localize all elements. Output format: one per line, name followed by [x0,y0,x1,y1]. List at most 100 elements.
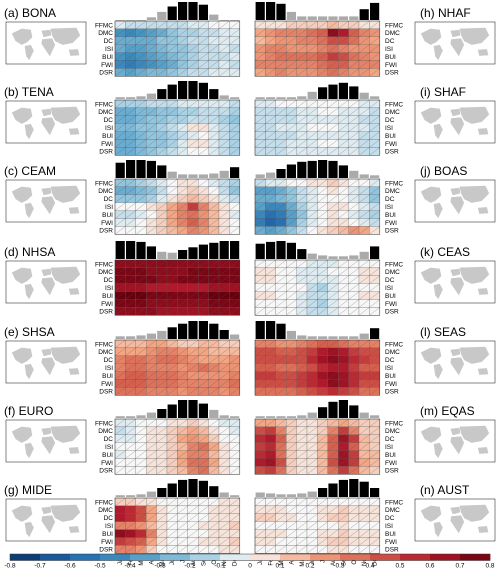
cell-hatch [348,44,360,53]
cell-hatch [265,28,276,37]
cell-hatch [286,363,297,372]
cell-hatch [265,505,276,514]
continent-shape [41,187,52,196]
cell-hatch [187,139,199,148]
season-bar [219,330,229,339]
cell-hatch [275,275,287,284]
heatmap [114,99,241,156]
cell-hatch [296,299,308,308]
cell-hatch [254,52,266,61]
season-bar [370,415,380,418]
cell-hatch [254,371,266,380]
cell-hatch [296,497,308,506]
cell-hatch [286,267,297,276]
season-bar [136,160,146,178]
cell-hatch [218,505,230,514]
cell-hatch [198,99,209,108]
cell-hatch [198,339,209,348]
cell-hatch [218,218,230,227]
cell-hatch [135,226,147,235]
cell-hatch [114,434,126,443]
variable-label: DSR [385,149,399,156]
cell-hatch [254,139,266,148]
cell-hatch [348,347,360,356]
variable-label: DMC [385,428,400,435]
cell-hatch [254,307,266,316]
cell-hatch [166,131,178,140]
cell-hatch [187,418,199,427]
cell-hatch [156,513,168,522]
cell-hatch [286,123,297,132]
variable-label: DSR [385,309,399,316]
season-bar [167,6,177,20]
season-bar [318,87,328,99]
heatmap-frame [254,497,381,554]
cell-hatch [125,466,136,475]
cell-hatch [296,339,308,348]
continent-shape [450,436,465,455]
cell-hatch [275,521,287,530]
season-bar [115,416,125,418]
cell-hatch [125,363,136,372]
cell-hatch [296,123,308,132]
cell-hatch [198,123,209,132]
cell-hatch [218,123,230,132]
season-bar [349,336,359,339]
cell-hatch [218,434,230,443]
cell-hatch [229,131,240,140]
cell-hatch [114,466,126,475]
cell-hatch [229,371,240,380]
cell-hatch [166,147,178,156]
continent-shape [450,108,461,117]
continent-shape [459,346,490,364]
variable-label: FWI [101,381,113,388]
cell-hatch [317,267,328,276]
cell-hatch [218,44,230,53]
cell-hatch [166,60,178,69]
season-bar [157,165,167,178]
cell-hatch [317,283,328,292]
cell-hatch [218,36,230,45]
cell-hatch [156,147,168,156]
cell-hatch [369,299,380,308]
cell-hatch [348,36,360,45]
season-bar [318,255,328,259]
cell-hatch [135,442,147,451]
colorbar-segment [370,554,401,561]
cell-hatch [254,434,266,443]
cell-hatch [327,379,339,388]
cell-hatch [229,283,240,292]
cell-hatch [275,537,287,546]
season-bar [297,16,307,20]
variable-label: ISI [385,365,393,372]
season-bar [370,488,380,497]
cell-hatch [358,521,370,530]
cell-hatch [208,283,220,292]
season-bars [255,82,380,99]
cell-hatch [358,226,370,235]
cell-hatch [327,363,339,372]
variable-label: DSR [385,389,399,396]
cell-hatch [296,186,308,195]
cell-hatch [229,147,240,156]
cell-hatch [229,291,240,300]
season-bar [286,330,296,339]
cell-hatch [156,537,168,546]
cell-hatch [177,267,188,276]
cell-hatch [187,218,199,227]
season-bar [219,20,229,21]
cell-hatch [254,99,266,108]
cell-hatch [338,371,349,380]
cell-hatch [156,387,168,396]
variable-label: FFMC [95,499,113,506]
cell-hatch [114,355,126,364]
cell-hatch [229,347,240,356]
cell-hatch [317,505,328,514]
cell-hatch [265,123,276,132]
season-bar [338,16,348,20]
cell-hatch [177,259,188,268]
variable-label: ISI [385,285,393,292]
cell-hatch [317,521,328,530]
cell-hatch [338,434,349,443]
